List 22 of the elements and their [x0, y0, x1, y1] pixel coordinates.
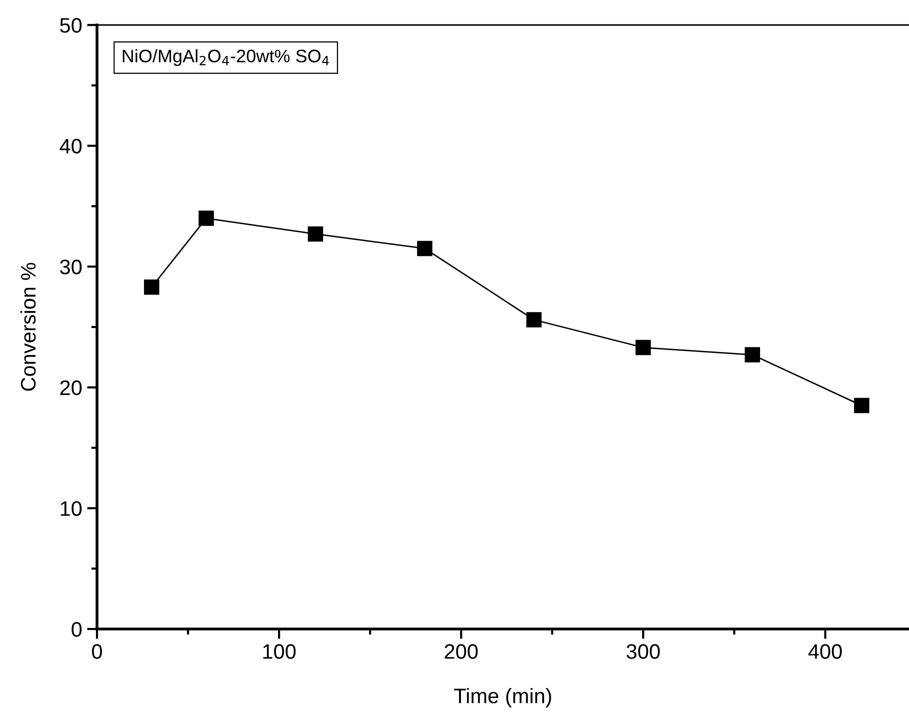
- point: [744, 347, 760, 362]
- y-tick-label: 30: [60, 260, 82, 274]
- x-tick-label: 400: [808, 644, 842, 659]
- x-tick-label: 0: [92, 644, 102, 659]
- point: [417, 240, 432, 256]
- x-tick-label: 100: [263, 644, 296, 659]
- point: [854, 398, 870, 414]
- y-tick-label: 50: [60, 18, 82, 33]
- point: [144, 279, 160, 295]
- y-tick-label: 20: [60, 380, 82, 396]
- point: [636, 340, 651, 356]
- point: [308, 226, 324, 242]
- x-tick-label: 300: [626, 644, 660, 659]
- x-tick-label: 200: [444, 644, 478, 659]
- point: [526, 312, 542, 328]
- y-tick-label: 0: [72, 622, 82, 637]
- y-axis-title: Conversion %: [20, 262, 36, 391]
- x-axis-title: Time (min): [454, 688, 552, 708]
- annotation: NiO/MgAl$_{2}$O$_{4}$-20wt% SO$_{4}$: [122, 49, 329, 66]
- point: [198, 210, 214, 226]
- y-tick-label: 40: [60, 138, 82, 154]
- y-tick-label: 10: [60, 501, 82, 516]
